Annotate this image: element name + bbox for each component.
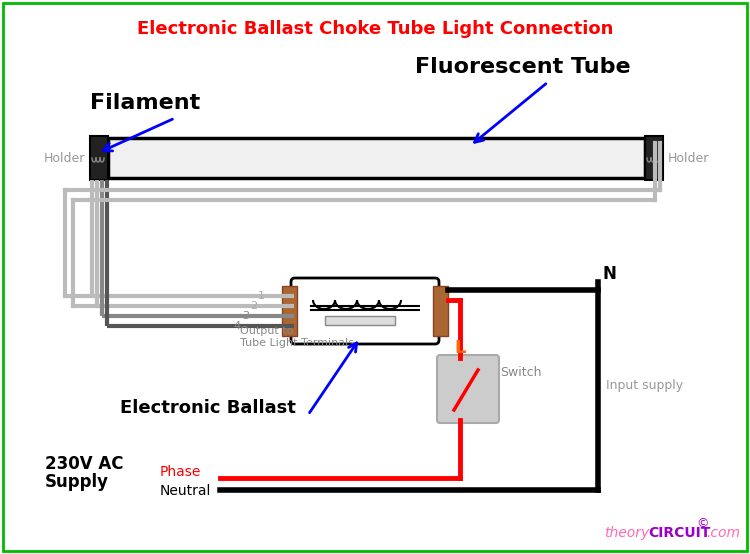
Bar <box>325 316 395 325</box>
Text: Tube Light Terminals: Tube Light Terminals <box>240 338 354 348</box>
Text: Fluorescent Tube: Fluorescent Tube <box>415 57 631 77</box>
Text: CIRCUIT: CIRCUIT <box>648 526 710 540</box>
Text: 230V AC: 230V AC <box>45 455 124 473</box>
Text: Filament: Filament <box>90 93 200 113</box>
Text: Neutral: Neutral <box>160 484 212 498</box>
Text: Holder: Holder <box>44 151 85 165</box>
Text: Electronic Ballast: Electronic Ballast <box>120 399 296 417</box>
Text: N: N <box>603 265 616 283</box>
Bar <box>90 136 108 180</box>
Text: Supply: Supply <box>45 473 109 491</box>
Bar <box>433 286 448 336</box>
Bar <box>645 136 663 180</box>
FancyBboxPatch shape <box>437 355 499 423</box>
Text: ©: © <box>696 517 708 531</box>
Text: Switch: Switch <box>500 366 542 379</box>
Text: Electronic Ballast Choke Tube Light Connection: Electronic Ballast Choke Tube Light Conn… <box>136 20 614 38</box>
Bar <box>108 138 645 178</box>
Text: 2: 2 <box>250 301 257 311</box>
FancyBboxPatch shape <box>291 278 439 344</box>
Text: Output to: Output to <box>240 326 293 336</box>
Text: 4: 4 <box>234 321 241 331</box>
Text: Input supply: Input supply <box>606 378 683 392</box>
Text: 3: 3 <box>242 311 249 321</box>
Bar <box>282 286 297 336</box>
Text: L: L <box>454 339 466 357</box>
Text: theory: theory <box>604 526 650 540</box>
Text: Holder: Holder <box>668 151 710 165</box>
Text: Phase: Phase <box>160 465 201 479</box>
Text: .com: .com <box>706 526 740 540</box>
Text: 1: 1 <box>258 291 265 301</box>
